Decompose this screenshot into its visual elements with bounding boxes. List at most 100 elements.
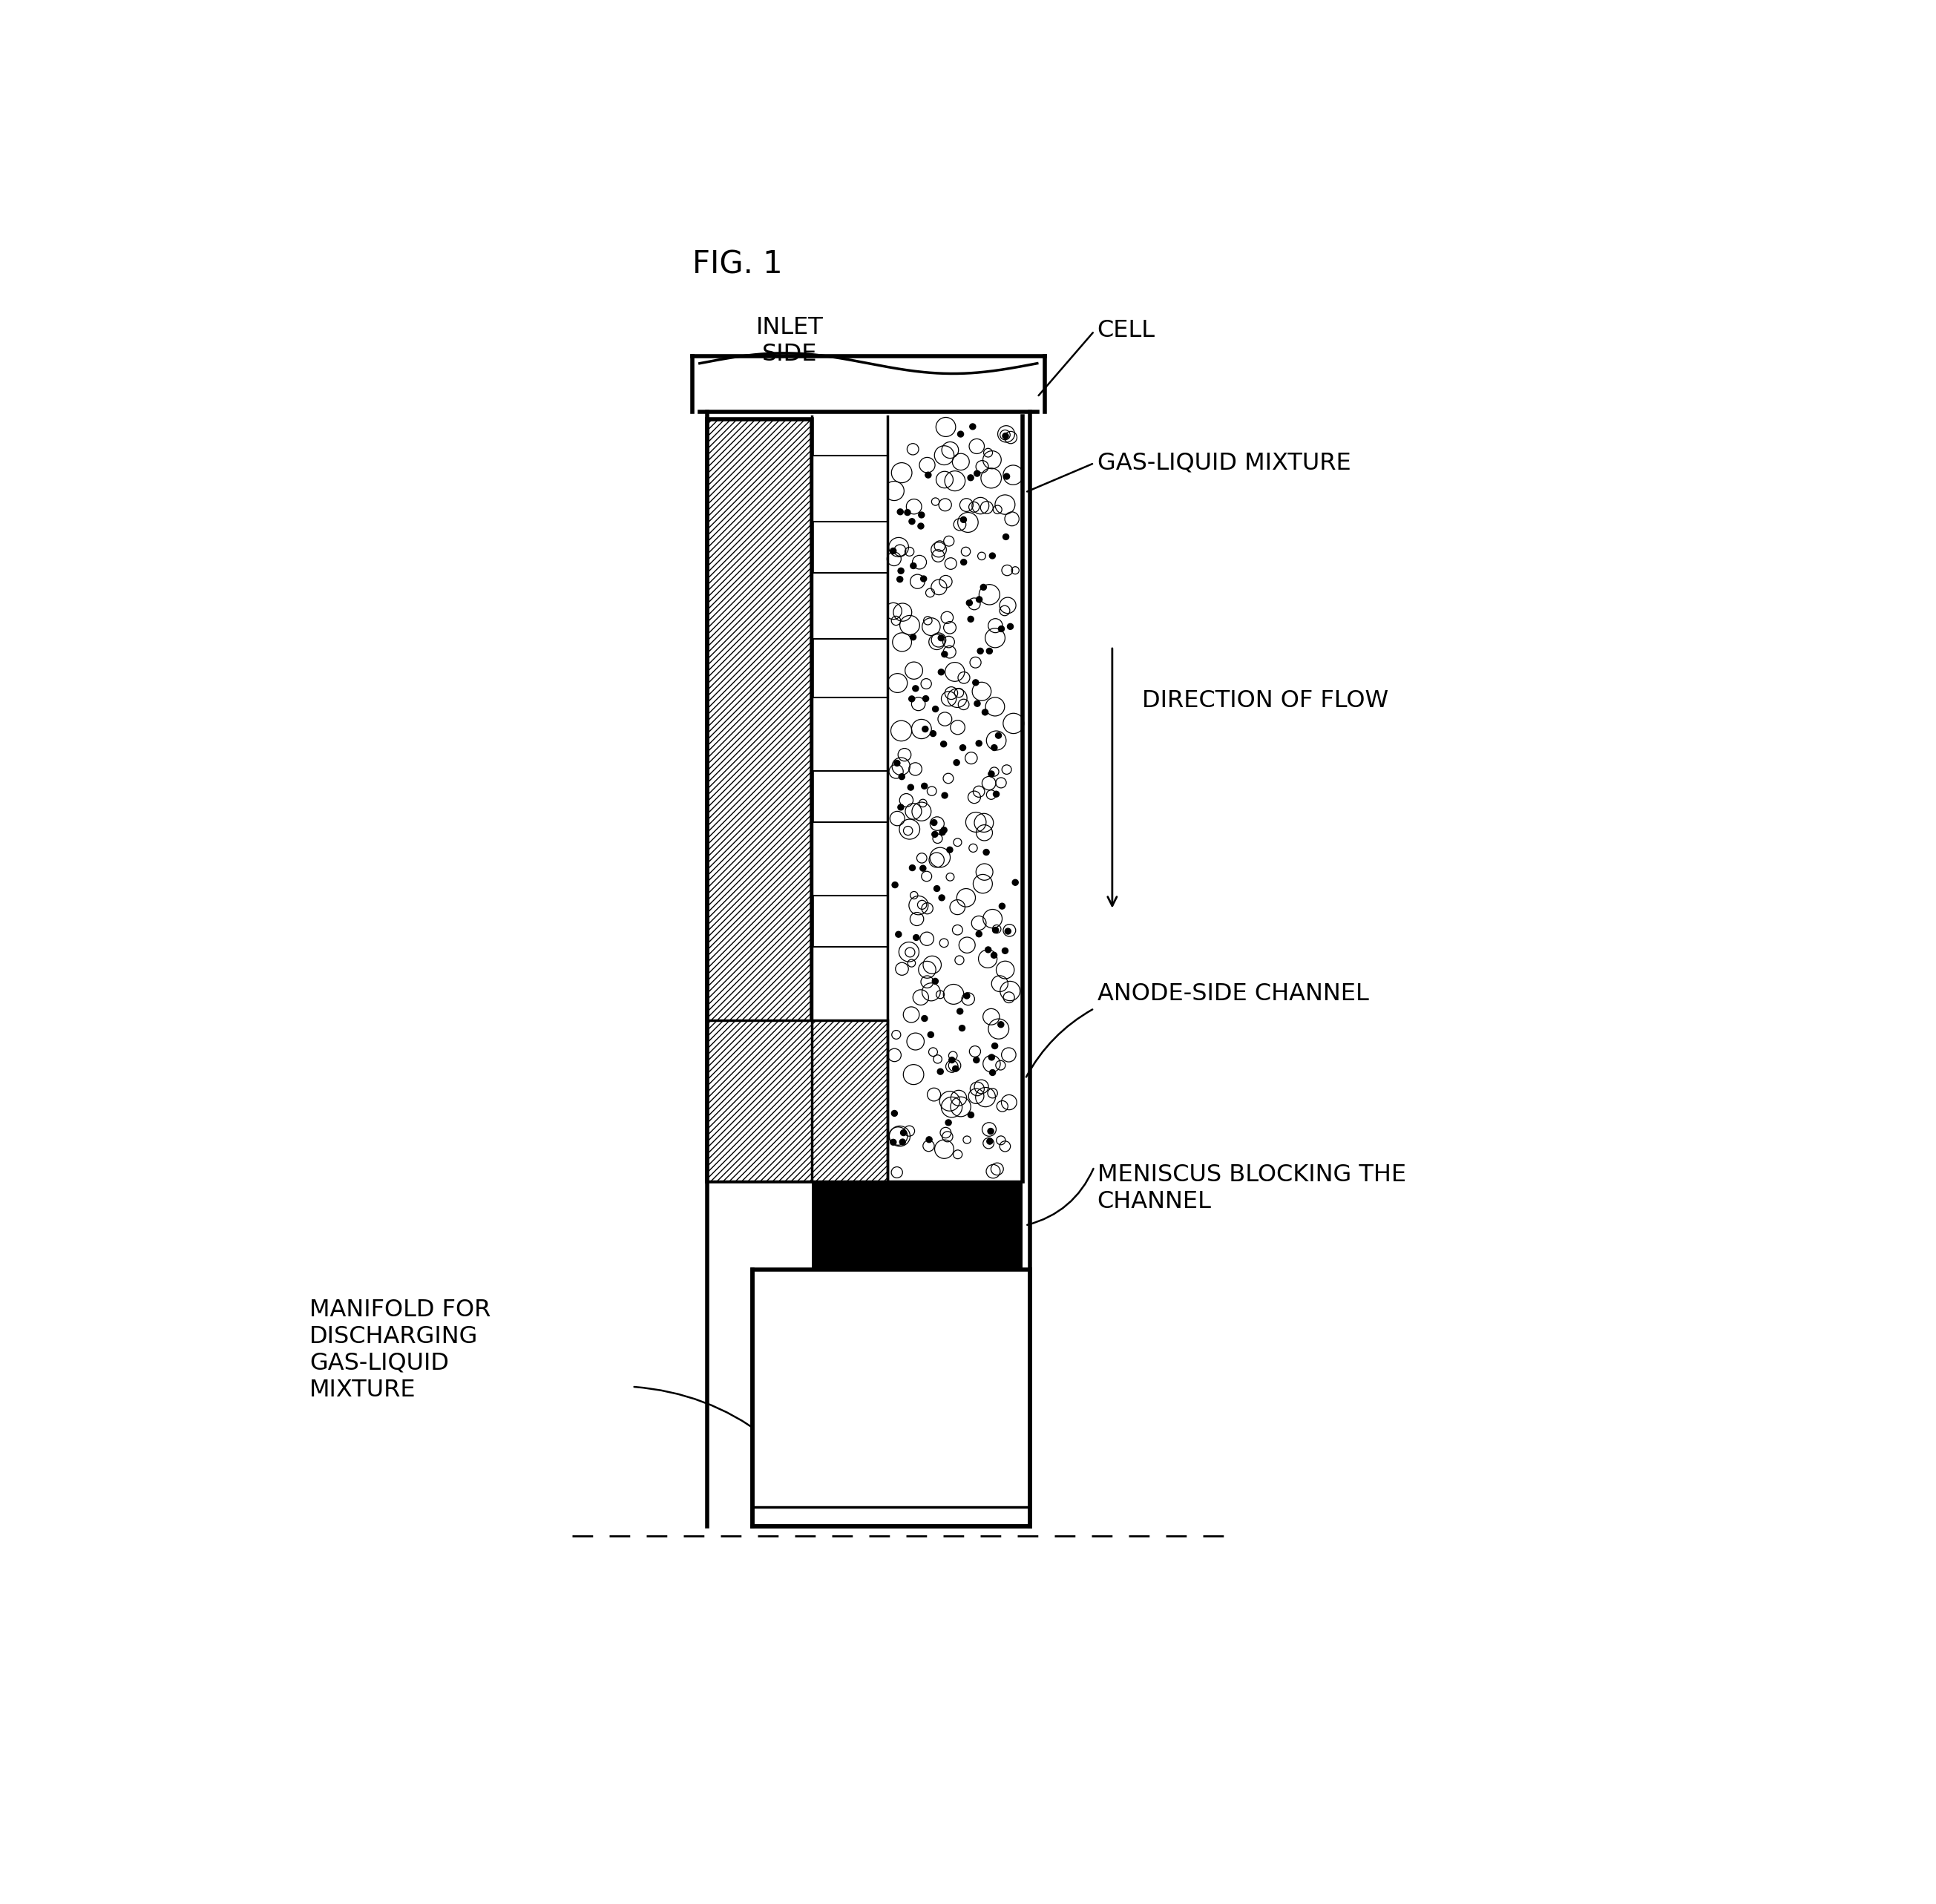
- Bar: [813, 1180, 1022, 1270]
- Bar: [813, 946, 887, 1021]
- Circle shape: [900, 1129, 906, 1135]
- Bar: [707, 419, 813, 1180]
- Circle shape: [991, 1043, 997, 1049]
- Circle shape: [914, 935, 920, 941]
- Circle shape: [993, 792, 999, 798]
- Circle shape: [989, 771, 995, 777]
- Circle shape: [933, 979, 939, 984]
- Circle shape: [974, 701, 980, 706]
- Circle shape: [910, 564, 916, 569]
- Circle shape: [939, 895, 945, 901]
- Circle shape: [929, 731, 935, 737]
- Circle shape: [968, 1112, 974, 1118]
- Circle shape: [908, 518, 916, 524]
- Circle shape: [892, 882, 898, 887]
- Circle shape: [980, 585, 987, 590]
- Circle shape: [896, 577, 902, 583]
- Circle shape: [960, 560, 966, 565]
- Circle shape: [941, 741, 947, 746]
- Circle shape: [999, 626, 1005, 632]
- Circle shape: [991, 952, 997, 958]
- Circle shape: [925, 1137, 931, 1142]
- Circle shape: [960, 744, 966, 750]
- Circle shape: [968, 474, 974, 480]
- Circle shape: [958, 1024, 964, 1032]
- Circle shape: [1005, 929, 1011, 935]
- Circle shape: [991, 744, 997, 750]
- Circle shape: [922, 783, 927, 788]
- Circle shape: [910, 634, 916, 640]
- Text: GAS-LIQUID MIXTURE: GAS-LIQUID MIXTURE: [1098, 451, 1351, 474]
- Circle shape: [931, 832, 937, 838]
- Text: ANODE-SIDE CHANNEL: ANODE-SIDE CHANNEL: [1098, 982, 1369, 1005]
- Circle shape: [898, 567, 904, 573]
- Bar: [887, 419, 1022, 1180]
- Circle shape: [898, 773, 904, 779]
- Bar: [751, 1270, 1030, 1525]
- Circle shape: [941, 826, 947, 832]
- Circle shape: [968, 617, 974, 623]
- Circle shape: [939, 668, 945, 676]
- Circle shape: [999, 902, 1005, 908]
- Circle shape: [987, 1139, 993, 1144]
- Circle shape: [931, 819, 937, 826]
- Text: MENISCUS BLOCKING THE
CHANNEL: MENISCUS BLOCKING THE CHANNEL: [1098, 1163, 1406, 1213]
- Circle shape: [896, 508, 904, 514]
- Circle shape: [923, 695, 929, 701]
- Circle shape: [982, 710, 987, 716]
- Circle shape: [908, 784, 914, 790]
- Circle shape: [912, 685, 918, 691]
- Circle shape: [989, 552, 995, 558]
- Circle shape: [983, 849, 989, 855]
- Circle shape: [908, 697, 916, 703]
- Circle shape: [922, 575, 927, 583]
- Circle shape: [956, 1009, 962, 1015]
- Circle shape: [985, 946, 991, 952]
- Circle shape: [978, 647, 983, 653]
- Circle shape: [891, 1110, 898, 1116]
- Circle shape: [933, 885, 939, 891]
- Circle shape: [976, 596, 982, 602]
- Circle shape: [1003, 948, 1009, 954]
- Circle shape: [891, 1139, 896, 1144]
- Circle shape: [904, 510, 910, 516]
- Bar: [707, 1021, 887, 1180]
- Bar: [813, 697, 887, 771]
- Circle shape: [987, 647, 993, 653]
- Circle shape: [941, 651, 947, 657]
- Circle shape: [995, 733, 1001, 739]
- Circle shape: [937, 1068, 943, 1074]
- Circle shape: [997, 1022, 1005, 1028]
- Text: CELL: CELL: [1098, 320, 1156, 343]
- Circle shape: [922, 725, 927, 731]
- Circle shape: [1003, 432, 1009, 440]
- Circle shape: [933, 706, 939, 712]
- Circle shape: [966, 600, 972, 605]
- Circle shape: [945, 1120, 951, 1125]
- Circle shape: [900, 1139, 906, 1144]
- Circle shape: [1007, 625, 1013, 630]
- Circle shape: [987, 1129, 993, 1135]
- Circle shape: [894, 760, 900, 765]
- Circle shape: [898, 803, 904, 811]
- Circle shape: [891, 548, 896, 554]
- Circle shape: [918, 512, 925, 518]
- Circle shape: [989, 1055, 995, 1061]
- Circle shape: [960, 516, 966, 522]
- Circle shape: [925, 472, 931, 478]
- Circle shape: [947, 847, 953, 853]
- Circle shape: [1003, 474, 1011, 480]
- Circle shape: [927, 1032, 933, 1038]
- Text: DIRECTION OF FLOW: DIRECTION OF FLOW: [1142, 689, 1388, 712]
- Bar: [813, 573, 887, 640]
- Bar: [813, 823, 887, 895]
- Circle shape: [922, 1015, 927, 1021]
- Circle shape: [972, 680, 980, 685]
- Circle shape: [974, 470, 980, 476]
- Circle shape: [974, 1057, 980, 1062]
- Circle shape: [939, 830, 945, 836]
- Circle shape: [953, 1066, 958, 1072]
- Bar: [813, 455, 887, 522]
- Circle shape: [939, 636, 945, 642]
- Circle shape: [954, 760, 960, 765]
